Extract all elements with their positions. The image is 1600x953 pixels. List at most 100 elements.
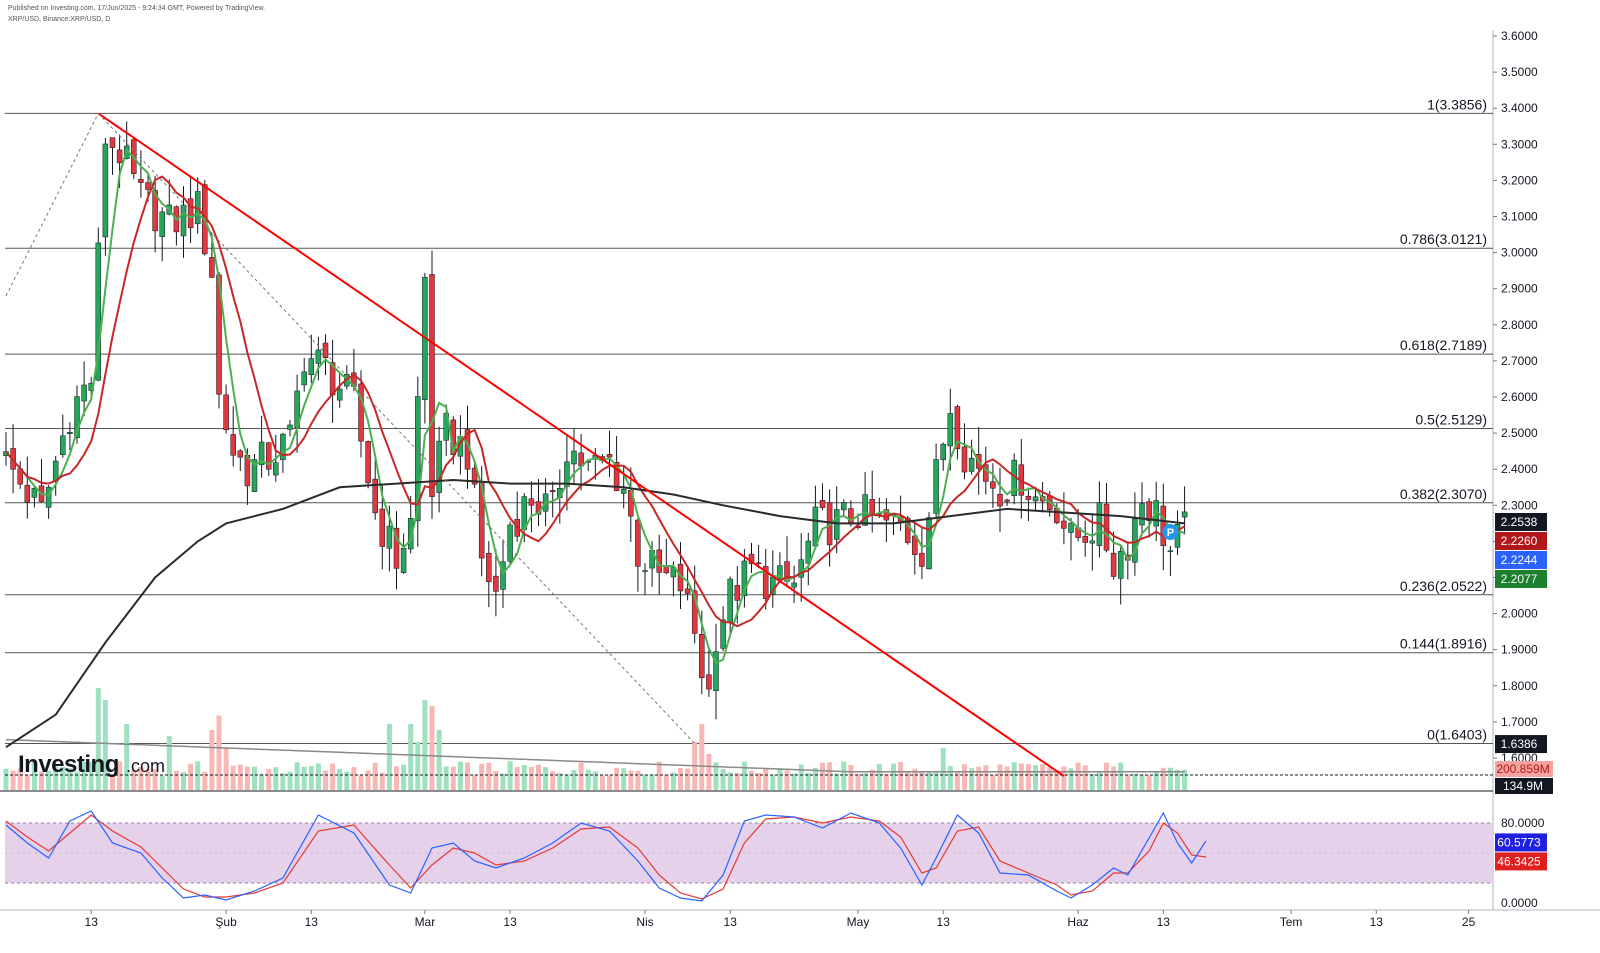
volume-bar [408,724,414,790]
volume-bar [550,771,556,790]
volume-bar [983,765,989,790]
candle-body [145,182,151,190]
time-tick-label: Nis [636,915,653,929]
price-tag-label: 2.2538 [1501,515,1538,529]
volume-bar [997,764,1003,790]
candle-body [400,548,407,573]
volume-bar [138,766,144,790]
volume-bar [273,767,279,790]
candle-body [152,190,158,232]
volume-bar [166,736,172,790]
candle-body [620,488,627,494]
volume-bar [1132,773,1138,790]
volume-tag-box [1495,778,1553,794]
candle-body [223,394,229,431]
fib-label: 1(3.3856) [1427,96,1487,112]
volume-bar [394,766,399,790]
volume-bar [798,764,804,790]
candle-body [372,478,378,514]
volume-bar [31,762,37,790]
pivot-circle [1162,524,1179,541]
candle-body [727,578,733,624]
volume-bar [422,700,428,790]
time-tick-label: Mar [415,915,436,929]
volume-bar [415,742,421,790]
candle-body [954,406,961,450]
volume-bar [621,768,627,790]
price-tick-label: 2.0000 [1501,607,1538,621]
volume-bar [912,768,918,790]
candle-body [862,494,868,526]
volume-bar [337,768,343,790]
candle-body [1181,511,1188,518]
candle-body [1160,505,1167,547]
price-tag-label: 1.6386 [1501,737,1538,751]
logo-suffix: .com [126,756,165,776]
volume-bar [102,700,108,790]
volume-bar [770,774,776,790]
candle-body [31,488,38,498]
candle-body [280,433,286,460]
candle-body [315,349,322,364]
volume-bar [933,771,939,790]
volume-bar [365,770,371,790]
volume-bar [429,706,435,790]
candle-body [1167,550,1174,552]
volume-bar [1153,771,1159,790]
volume-bar [713,762,719,790]
price-tick-label: 2.5000 [1501,426,1538,440]
volume-bar [820,762,825,790]
stoch-d-line [5,814,1206,900]
volume-bars [3,688,1493,790]
volume-bar [315,763,321,790]
candle-body [734,585,741,601]
volume-bar [848,765,854,790]
candle-body [187,198,194,229]
candle-body [486,552,492,583]
ma-fast-line [5,148,1185,665]
candle-body [713,651,719,692]
price-tag-label: 2.2244 [1501,553,1538,567]
candle-body [500,561,506,590]
stoch-tag-box [1495,833,1547,852]
price-tag-label: 2.2077 [1501,572,1538,586]
volume-bar [308,766,314,790]
candle-body [471,467,478,485]
candle-body [684,588,691,594]
candle-body [336,388,343,401]
price-tick-label: 2.8000 [1501,318,1538,332]
candle-body [983,464,989,482]
candle-body [251,459,258,492]
candle-body [699,634,705,679]
trendlines[interactable]: P [5,112,1179,777]
volume-bar [791,773,797,790]
volume-bar [571,770,577,790]
volume-bar [635,770,641,790]
volume-bar [1104,762,1109,790]
time-tick-label: May [847,915,870,929]
volume-ma-line [5,738,1185,773]
volume-bar [344,771,350,790]
volume-bar [592,771,598,790]
candle-body [1146,501,1152,521]
price-axis[interactable]: 3.6000 3.5000 3.4000 3.3000 3.2000 3.1000 3.00… [1493,29,1545,910]
volume-bar [110,774,115,790]
candle-body [180,204,187,237]
volume-bar [443,766,449,790]
volume-bar [244,766,250,790]
candle-body [493,575,499,592]
volume-bar [53,766,59,790]
candle-body [138,178,144,183]
volume-bar [1160,767,1166,790]
volume-bar [1068,768,1074,790]
volume-bar [39,771,44,790]
candle-body [606,454,613,458]
time-axis[interactable]: 13 Şub 13 Mar 13 Nis 13 May 13 Haz 13 Tem 13 25 [85,910,1476,929]
volume-bar [1018,763,1024,790]
candle-body [1139,503,1145,526]
price-tick-label: 3.1000 [1501,210,1538,224]
volume-bar [585,769,591,790]
candle-body [947,413,954,447]
volume-bar [706,754,712,790]
